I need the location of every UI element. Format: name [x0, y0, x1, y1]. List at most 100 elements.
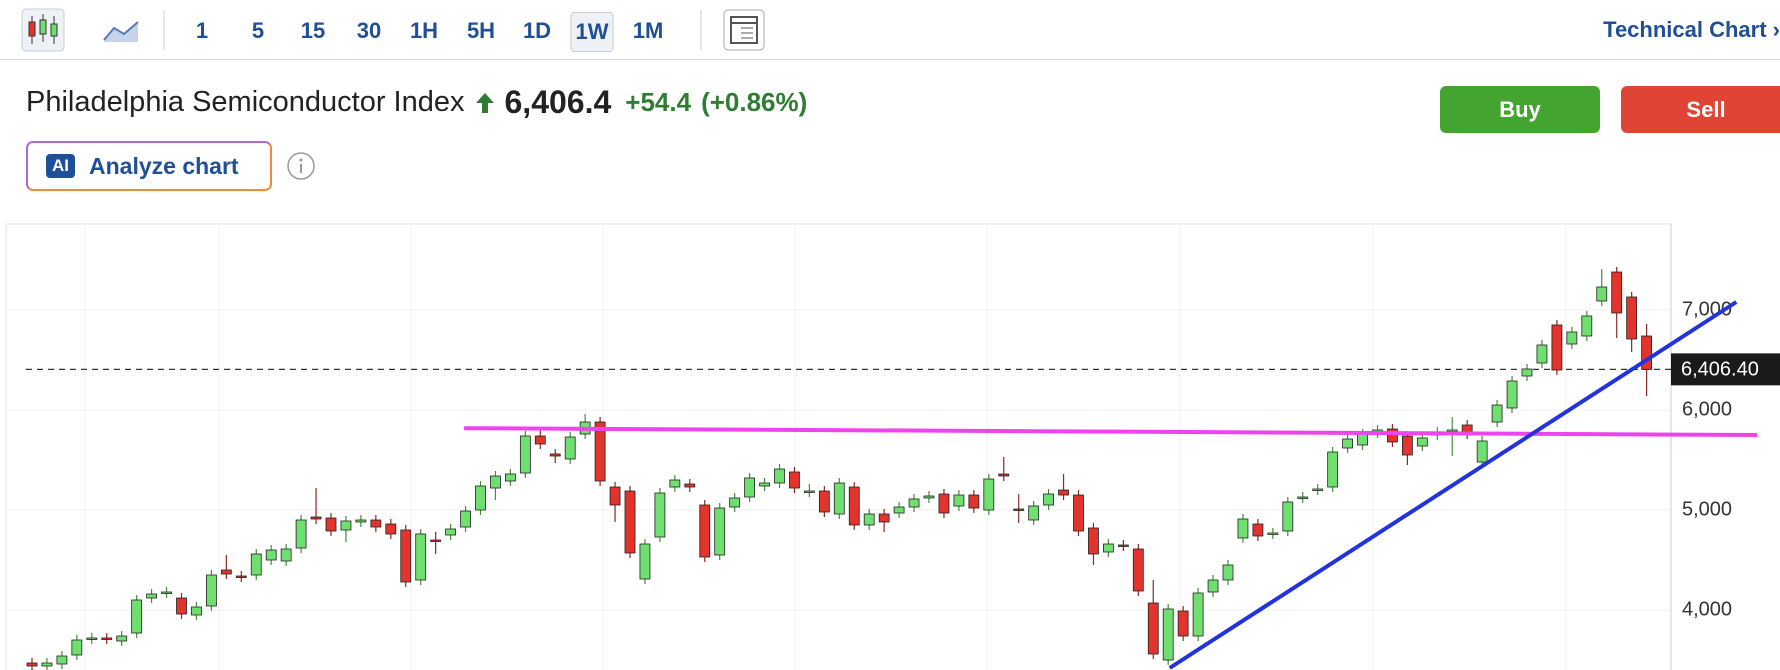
analyze-label: Analyze chart — [89, 152, 239, 179]
candle-body — [833, 482, 845, 515]
candle-body — [1446, 429, 1458, 432]
candle-body — [1387, 428, 1398, 443]
candle-body — [1402, 435, 1413, 456]
candle-body — [1566, 331, 1578, 345]
candle-body — [1237, 518, 1249, 539]
toolbar-icons — [21, 8, 765, 52]
candle-body — [71, 639, 83, 656]
candle-body — [1491, 404, 1503, 423]
price: 6,406.4 — [504, 84, 612, 120]
candle-body — [818, 490, 830, 513]
up-arrow — [475, 92, 494, 113]
candle-body — [534, 435, 546, 445]
candle-body — [385, 523, 397, 535]
candle-body — [26, 662, 38, 667]
candle-body — [729, 497, 741, 508]
candle-body — [1058, 489, 1069, 496]
candle-body — [280, 548, 292, 562]
candle-body — [669, 479, 681, 488]
candle-body — [998, 473, 1010, 477]
sell-button[interactable]: Sell — [1621, 86, 1780, 133]
candle-body — [1282, 501, 1294, 532]
candle-body — [953, 494, 965, 507]
candle-body — [1088, 527, 1099, 555]
candle-body — [430, 539, 442, 542]
candle-body — [1192, 592, 1204, 637]
toolbar — [0, 0, 1780, 60]
candle-body — [56, 655, 68, 665]
candle-body — [1611, 271, 1623, 314]
info-icon[interactable] — [286, 151, 316, 181]
trend-line — [1168, 300, 1738, 670]
candle-body — [1267, 532, 1279, 535]
y-tick-label: 5,000 — [1682, 498, 1732, 520]
index-name: Philadelphia Semiconductor Index — [26, 86, 465, 118]
candle-body — [1147, 602, 1159, 655]
candle-body — [445, 528, 457, 536]
ai-badge: AI — [46, 154, 75, 178]
candle-body — [624, 490, 636, 554]
last-price-label: 6,406.40 — [1681, 359, 1759, 381]
candle-body — [250, 553, 262, 576]
candle-body — [146, 593, 158, 599]
candle-body — [639, 543, 651, 580]
candle-body — [1641, 335, 1652, 370]
plot-border — [5, 223, 1672, 670]
candle-body — [1043, 493, 1054, 506]
interval-button[interactable]: 1D — [522, 18, 552, 43]
candle-body — [400, 529, 412, 583]
candle-body — [235, 575, 247, 578]
candle-body — [714, 507, 726, 556]
candle-body — [101, 637, 113, 640]
candle-body — [1596, 286, 1608, 302]
candle-body — [893, 506, 905, 514]
candle-body — [549, 453, 561, 457]
buy-button[interactable]: Buy — [1440, 86, 1600, 133]
candle-body — [1222, 564, 1234, 581]
interval-button[interactable]: 1W — [570, 12, 614, 52]
candle-body — [1207, 579, 1219, 593]
interval-button[interactable]: 5H — [466, 18, 496, 43]
candle-body — [983, 478, 995, 511]
candle-body — [908, 498, 920, 508]
candle-body — [1327, 451, 1339, 488]
candle-body — [1013, 508, 1025, 511]
candle-body — [205, 574, 217, 607]
interval-button[interactable]: 1M — [632, 18, 664, 43]
candle-body — [1252, 523, 1264, 537]
candle-body — [325, 517, 337, 532]
candle-body — [878, 513, 890, 523]
trend-line — [464, 426, 1758, 437]
interval-button[interactable]: 1H — [409, 18, 439, 43]
interval-button[interactable]: 5 — [251, 18, 265, 43]
candle-body — [191, 606, 202, 616]
candle-body — [265, 549, 277, 561]
candle-body — [609, 486, 621, 506]
candle-body — [161, 591, 172, 594]
candle-body — [490, 475, 501, 489]
candle-body — [370, 519, 382, 528]
candle-body — [295, 519, 307, 549]
candle-body — [699, 504, 711, 558]
candle-body — [923, 495, 935, 499]
technical-chart-link[interactable]: Technical Chart › — [1603, 17, 1780, 42]
candle-body — [41, 662, 53, 667]
candle-body — [1521, 368, 1533, 377]
candle-body — [116, 635, 128, 642]
candle-body — [1581, 315, 1593, 337]
candle-body — [340, 520, 352, 531]
line-icon[interactable] — [103, 21, 139, 42]
candle-body — [1357, 433, 1368, 446]
candle-body — [1551, 324, 1563, 371]
layout-icon[interactable] — [723, 9, 765, 51]
candle-body — [1476, 440, 1488, 463]
change-pct: (+0.86%) — [701, 87, 808, 117]
candle-body — [355, 519, 367, 523]
interval-button[interactable]: 1 — [195, 18, 209, 43]
analyze-chart-button[interactable]: AI Analyze chart — [26, 141, 272, 191]
candle-body — [415, 533, 427, 581]
candle-body — [176, 597, 187, 615]
interval-button[interactable]: 30 — [356, 18, 382, 43]
interval-button[interactable]: 15 — [300, 18, 326, 43]
